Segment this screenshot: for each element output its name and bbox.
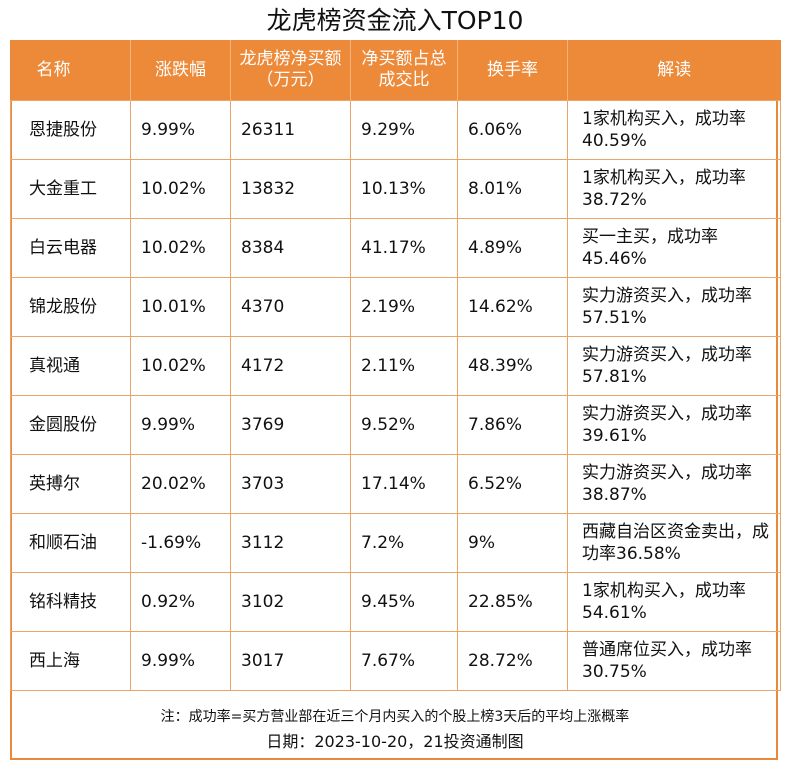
cell-change: 10.01% xyxy=(130,277,231,337)
cell-note: 普通席位买入，成功率30.75% xyxy=(567,631,781,691)
cell-turnover: 4.89% xyxy=(457,218,568,278)
cell-ratio: 2.19% xyxy=(350,277,458,337)
cell-note: 买一主买，成功率45.46% xyxy=(567,218,781,278)
cell-note: 实力游资买入，成功率57.81% xyxy=(567,336,781,396)
cell-note: 1家机构买入，成功率38.72% xyxy=(567,159,781,219)
cell-change: 9.99% xyxy=(130,631,231,691)
header-change: 涨跌幅 xyxy=(130,40,231,101)
top10-table: 名称 涨跌幅 龙虎榜净买额（万元） 净买额占总成交比 换手率 解读 恩捷股份 9.… xyxy=(10,40,781,691)
header-row: 名称 涨跌幅 龙虎榜净买额（万元） 净买额占总成交比 换手率 解读 xyxy=(10,40,781,101)
cell-change: 0.92% xyxy=(130,572,231,632)
cell-ratio: 9.29% xyxy=(350,100,458,160)
cell-note: 1家机构买入，成功率54.61% xyxy=(567,572,781,632)
header-turnover: 换手率 xyxy=(457,40,568,101)
table-row: 白云电器 10.02% 8384 41.17% 4.89% 买一主买，成功率45.46% xyxy=(10,218,781,278)
cell-name: 大金重工 xyxy=(10,159,131,219)
cell-net-buy: 3703 xyxy=(230,454,351,514)
cell-turnover: 48.39% xyxy=(457,336,568,396)
header-note: 解读 xyxy=(567,40,781,101)
cell-turnover: 14.62% xyxy=(457,277,568,337)
cell-net-buy: 8384 xyxy=(230,218,351,278)
cell-net-buy: 26311 xyxy=(230,100,351,160)
cell-net-buy: 4370 xyxy=(230,277,351,337)
cell-ratio: 9.45% xyxy=(350,572,458,632)
cell-name: 真视通 xyxy=(10,336,131,396)
cell-net-buy: 3017 xyxy=(230,631,351,691)
cell-note: 实力游资买入，成功率38.87% xyxy=(567,454,781,514)
table-row: 大金重工 10.02% 13832 10.13% 8.01% 1家机构买入，成功率38.7… xyxy=(10,159,781,219)
cell-change: 20.02% xyxy=(130,454,231,514)
cell-ratio: 10.13% xyxy=(350,159,458,219)
page-title: 龙虎榜资金流入TOP10 xyxy=(266,6,524,35)
cell-note: 实力游资买入，成功率57.51% xyxy=(567,277,781,337)
cell-net-buy: 3112 xyxy=(230,513,351,573)
cell-ratio: 2.11% xyxy=(350,336,458,396)
cell-change: -1.69% xyxy=(130,513,231,573)
table-row: 恩捷股份 9.99% 26311 9.29% 6.06% 1家机构买入，成功率40.59% xyxy=(10,100,781,160)
cell-net-buy: 4172 xyxy=(230,336,351,396)
cell-name: 恩捷股份 xyxy=(10,100,131,160)
cell-change: 10.02% xyxy=(130,336,231,396)
table-row: 和顺石油 -1.69% 3112 7.2% 9% 西藏自治区资金卖出，成功率36.58% xyxy=(10,513,781,573)
cell-name: 金圆股份 xyxy=(10,395,131,455)
cell-turnover: 8.01% xyxy=(457,159,568,219)
table-row: 锦龙股份 10.01% 4370 2.19% 14.62% 实力游资买入，成功率57.51… xyxy=(10,277,781,337)
cell-name: 英搏尔 xyxy=(10,454,131,514)
cell-change: 9.99% xyxy=(130,100,231,160)
cell-name: 西上海 xyxy=(10,631,131,691)
cell-note: 西藏自治区资金卖出，成功率36.58% xyxy=(567,513,781,573)
header-name: 名称 xyxy=(10,40,131,101)
cell-change: 10.02% xyxy=(130,218,231,278)
table-row: 英搏尔 20.02% 3703 17.14% 6.52% 实力游资买入，成功率38.87% xyxy=(10,454,781,514)
cell-change: 10.02% xyxy=(130,159,231,219)
cell-net-buy: 13832 xyxy=(230,159,351,219)
table-row: 真视通 10.02% 4172 2.11% 48.39% 实力游资买入，成功率57.81% xyxy=(10,336,781,396)
cell-name: 白云电器 xyxy=(10,218,131,278)
cell-net-buy: 3102 xyxy=(230,572,351,632)
table-row: 西上海 9.99% 3017 7.67% 28.72% 普通席位买入，成功率30.75% xyxy=(10,631,781,691)
cell-ratio: 41.17% xyxy=(350,218,458,278)
cell-net-buy: 3769 xyxy=(230,395,351,455)
cell-turnover: 28.72% xyxy=(457,631,568,691)
cell-ratio: 17.14% xyxy=(350,454,458,514)
cell-name: 铭科精技 xyxy=(10,572,131,632)
header-net-buy: 龙虎榜净买额（万元） xyxy=(230,40,351,101)
cell-name: 锦龙股份 xyxy=(10,277,131,337)
cell-note: 1家机构买入，成功率40.59% xyxy=(567,100,781,160)
header-ratio: 净买额占总成交比 xyxy=(350,40,458,101)
cell-ratio: 7.67% xyxy=(350,631,458,691)
cell-note: 实力游资买入，成功率39.61% xyxy=(567,395,781,455)
cell-turnover: 7.86% xyxy=(457,395,568,455)
cell-ratio: 7.2% xyxy=(350,513,458,573)
cell-change: 9.99% xyxy=(130,395,231,455)
table-row: 铭科精技 0.92% 3102 9.45% 22.85% 1家机构买入，成功率54.61% xyxy=(10,572,781,632)
cell-turnover: 6.06% xyxy=(457,100,568,160)
footnote: 注：成功率=买方营业部在近三个月内买入的个股上榜3天后的平均上涨概率 xyxy=(160,709,630,725)
cell-turnover: 22.85% xyxy=(457,572,568,632)
date-line: 日期：2023-10-20，21投资通制图 xyxy=(266,732,524,751)
table-row: 金圆股份 9.99% 3769 9.52% 7.86% 实力游资买入，成功率39.61% xyxy=(10,395,781,455)
cell-turnover: 6.52% xyxy=(457,454,568,514)
cell-turnover: 9% xyxy=(457,513,568,573)
cell-ratio: 9.52% xyxy=(350,395,458,455)
cell-name: 和顺石油 xyxy=(10,513,131,573)
